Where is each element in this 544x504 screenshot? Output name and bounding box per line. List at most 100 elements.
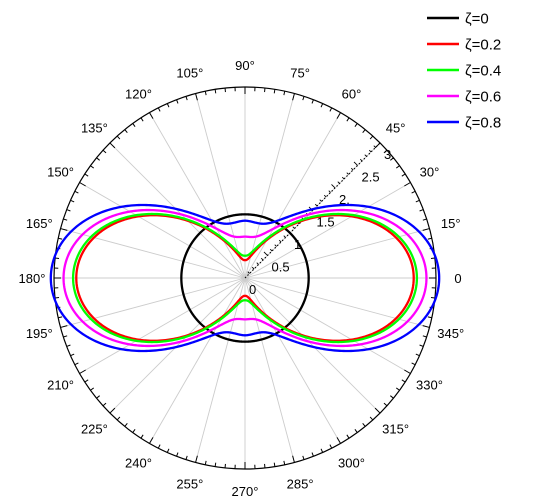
- grid-spoke-300: [244, 277, 341, 444]
- angular-tick: [124, 423, 128, 427]
- angle-label-180: 180°: [19, 271, 46, 286]
- legend-label-2: ζ=0.4: [465, 63, 501, 80]
- angle-label-345: 345°: [437, 326, 464, 341]
- radial-label-0: 0: [249, 282, 256, 297]
- angular-tick: [140, 117, 144, 122]
- radial-tick: [283, 235, 286, 238]
- angular-tick: [185, 455, 188, 460]
- angular-tick: [166, 448, 170, 453]
- angular-tick: [204, 460, 207, 465]
- angle-label-165: 165°: [26, 216, 53, 231]
- radial-label-1: 0.5: [272, 259, 290, 274]
- angular-tick: [74, 362, 79, 366]
- angle-label-15: 15°: [441, 216, 461, 231]
- angular-tick: [422, 228, 430, 231]
- grid-spoke-120: [149, 112, 246, 279]
- grid-spoke-210: [79, 277, 246, 374]
- radial-label-3: 1.5: [317, 214, 335, 229]
- radial-tick: [314, 203, 318, 207]
- angular-tick: [60, 325, 68, 328]
- angular-tick: [157, 107, 161, 112]
- angular-tick: [283, 460, 286, 465]
- angular-tick: [346, 117, 350, 122]
- angular-tick: [395, 387, 400, 391]
- legend-label-1: ζ=0.2: [465, 37, 501, 54]
- angular-tick: [132, 428, 136, 433]
- radial-tick: [292, 226, 295, 229]
- angular-tick: [336, 112, 341, 119]
- radial-tick: [247, 271, 250, 274]
- angular-tick: [132, 123, 136, 128]
- angular-tick: [84, 379, 89, 383]
- series-curves: [49, 203, 441, 353]
- radial-tick: [337, 181, 340, 184]
- radial-tick: [278, 239, 282, 243]
- grid-spoke-240: [149, 277, 246, 444]
- radial-tick: [359, 158, 363, 162]
- angular-tick: [395, 165, 400, 169]
- angle-label-75: 75°: [290, 65, 310, 80]
- radial-tick: [319, 199, 322, 202]
- angular-tick: [320, 103, 324, 108]
- grid-spoke-330: [244, 277, 411, 374]
- angular-tick: [166, 103, 170, 108]
- radial-tick: [350, 167, 354, 171]
- radial-label-6: 3.: [384, 147, 395, 162]
- angle-label-105: 105°: [176, 65, 203, 80]
- radial-tick: [274, 244, 277, 247]
- legend-label-0: ζ=0: [465, 11, 489, 28]
- legend-label-4: ζ=0.8: [465, 115, 501, 132]
- angular-tick: [60, 228, 68, 231]
- angular-tick: [311, 452, 314, 457]
- angular-tick-labels: 0 15° 30° 45° 60° 75° 90° 105° 120° 135° 150° 165° 1…: [19, 58, 465, 499]
- angular-tick: [63, 335, 68, 338]
- angle-label-240: 240°: [125, 455, 152, 470]
- legend-label-3: ζ=0.6: [465, 89, 501, 106]
- angle-label-45: 45°: [386, 120, 406, 135]
- angular-tick: [311, 99, 314, 104]
- angular-tick: [116, 416, 121, 421]
- radial-tick: [256, 262, 259, 265]
- angular-tick: [302, 96, 305, 101]
- radial-tick: [263, 251, 268, 256]
- radial-tick: [376, 139, 381, 144]
- angular-tick: [109, 142, 116, 149]
- angular-tick: [176, 99, 179, 104]
- angular-tick: [419, 344, 424, 347]
- radial-tick: [373, 145, 376, 148]
- angular-tick: [140, 434, 144, 439]
- angular-tick: [70, 353, 75, 357]
- angle-label-30: 30°: [420, 165, 440, 180]
- angular-tick: [411, 190, 416, 194]
- angle-label-285: 285°: [287, 477, 314, 492]
- angle-label-90: 90°: [235, 58, 255, 73]
- angular-tick: [419, 209, 424, 212]
- angular-tick: [422, 218, 427, 221]
- angle-label-225: 225°: [81, 422, 108, 437]
- angle-label-0: 0: [454, 271, 461, 286]
- angular-tick: [404, 182, 411, 187]
- grid-spoke-75: [244, 93, 295, 279]
- angular-tick: [390, 157, 394, 161]
- angular-tick: [273, 462, 276, 467]
- angular-ticks: [54, 87, 436, 469]
- angular-tick: [66, 344, 71, 347]
- grid-spoke-30: [244, 182, 411, 279]
- angular-tick: [401, 173, 406, 177]
- angular-tick: [354, 428, 358, 433]
- angular-tick: [109, 407, 116, 414]
- angle-label-60: 60°: [342, 87, 362, 102]
- angular-tick: [214, 89, 217, 94]
- radial-tick: [368, 149, 372, 153]
- angular-tick: [415, 199, 420, 203]
- angular-tick: [374, 407, 381, 414]
- angular-tick: [58, 237, 63, 240]
- angular-tick: [383, 149, 388, 154]
- radial-label-4: 2.: [339, 192, 350, 207]
- angular-tick: [292, 455, 295, 463]
- angular-tick: [102, 149, 107, 154]
- angular-tick: [124, 129, 128, 133]
- angular-tick: [90, 165, 95, 169]
- angular-tick: [204, 91, 207, 96]
